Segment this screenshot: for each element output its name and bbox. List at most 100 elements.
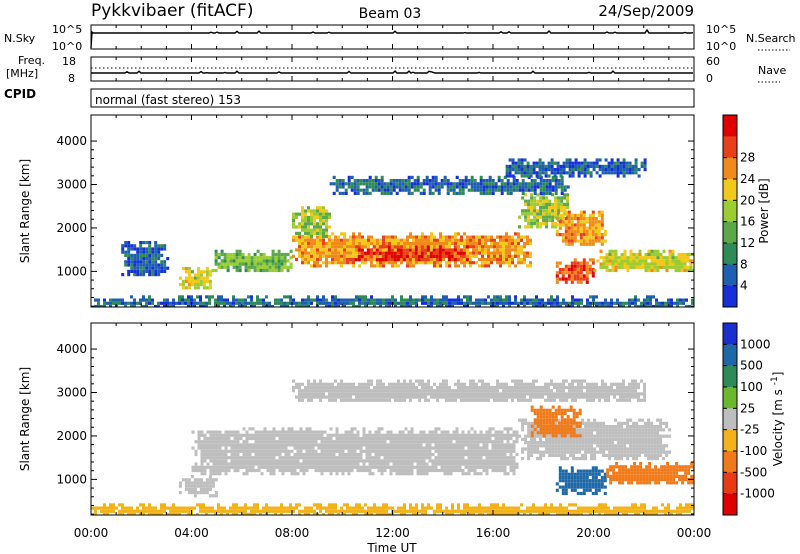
time-tick-0: 00:00 (74, 526, 109, 540)
velCbar-tick-0: 1000 (740, 337, 771, 351)
velocity-colorbar: 1000 500 100 25 -25 -100 -500 -1000 (722, 322, 775, 516)
velCbar-tick-5: -100 (740, 444, 767, 458)
beam-title: Beam 03 (359, 6, 422, 22)
powerAxis-tick-1: 2000 (56, 221, 87, 235)
velCbar-swatch-3 (723, 387, 737, 409)
vel-echo-region-3 (292, 379, 646, 402)
power-echo-region-12 (121, 241, 170, 277)
velCbar-swatch-5 (723, 429, 737, 452)
station-title: Pykkvibaer (fitACF) (91, 1, 253, 21)
nsky-trace (90, 28, 694, 49)
time-tick-6: 00:00 (677, 526, 712, 540)
power-echo-region-3 (354, 245, 469, 262)
powerCbar-swatch-3 (723, 179, 737, 201)
nsearch-tick-bottom: 10^0 (706, 40, 736, 53)
time-tick-1: 04:00 (174, 526, 209, 540)
date-title: 24/Sep/2009 (598, 2, 694, 20)
velCbar-swatch-4 (723, 408, 737, 430)
vel-echo-region-1 (178, 475, 218, 498)
velAxis-tick-1: 2000 (56, 429, 87, 443)
powerAxis-tick-3: 4000 (56, 134, 87, 148)
freq-unit-label: [MHz] (6, 67, 38, 80)
nave-tick-bottom: 0 (706, 72, 713, 85)
powerCbar-swatch-0 (723, 115, 737, 137)
powerCbar-swatch-5 (723, 221, 737, 244)
powerCbar-swatch-2 (723, 157, 737, 180)
nsky-tick-bottom: 10^0 (52, 40, 82, 53)
freq-label: Freq. (18, 54, 45, 67)
power-echo-region-4 (292, 206, 331, 239)
velAxis-tick-0: 1000 (56, 472, 87, 486)
power-echo-region-1 (211, 249, 293, 273)
power-echo-region-11 (94, 295, 694, 307)
velocity-axis: 1000 2000 3000 4000 (56, 342, 694, 515)
vel-echo-region-6 (606, 462, 694, 485)
nsky-label: N.Sky (4, 32, 36, 45)
velCbar-swatch-8 (723, 493, 737, 516)
powerCbar-tick-4: 20 (740, 193, 755, 207)
power-echo-region-5 (518, 193, 570, 229)
powerCbar-tick-6: 28 (740, 151, 755, 165)
powerAxis-tick-0: 1000 (56, 264, 87, 278)
velocity-heatmap (91, 379, 694, 515)
velAxis-tick-2: 3000 (56, 386, 87, 400)
velAxis-tick-3: 4000 (56, 342, 87, 356)
velCbar-tick-2: 100 (740, 380, 763, 394)
power-panel: 1000 2000 3000 4000 Slant Range [km] 4 8 12 16… (18, 114, 771, 308)
powerCbar-tick-0: 4 (740, 279, 748, 293)
time-axis-label: Time UT (366, 541, 417, 554)
time-tick-5: 20:00 (576, 526, 611, 540)
power-axis: 1000 2000 3000 4000 (56, 134, 694, 307)
velCbar-tick-7: -1000 (740, 487, 775, 501)
freq-tick-top: 18 (62, 55, 76, 68)
powerCbar-tick-2: 12 (740, 236, 755, 250)
velCbar-tick-1: 500 (740, 359, 763, 373)
velocity-colorbar-label: Velocity [m s -1] (770, 372, 785, 467)
freq-tick-bottom: 8 (68, 72, 75, 85)
powerCbar-tick-3: 16 (740, 215, 755, 229)
nsky-tick-top: 10^5 (52, 23, 82, 36)
power-ylabel: Slant Range [km] (18, 159, 32, 263)
velCbar-swatch-7 (723, 472, 737, 494)
velCbar-tick-6: -500 (740, 465, 767, 479)
velCbar-tick-3: 25 (740, 401, 755, 415)
vel-echo-region-4 (530, 405, 582, 438)
velocity-ylabel: Slant Range [km] (18, 367, 32, 471)
powerCbar-swatch-4 (723, 200, 737, 222)
velCbar-swatch-6 (723, 451, 737, 473)
power-echo-region-7 (555, 258, 595, 284)
cpid-box (90, 88, 695, 108)
powerCbar-swatch-7 (723, 264, 737, 286)
nave-tick-top: 60 (706, 55, 720, 68)
powerCbar-tick-5: 24 (740, 172, 755, 186)
freq-panel: Freq. [MHz] 18 8 60 0 Nave (6, 54, 786, 85)
time-axis: 00:00 04:00 08:00 12:00 16:00 20:00 00:00 (74, 25, 712, 540)
freq-trace (91, 70, 693, 74)
power-heatmap (94, 158, 694, 307)
vel-echo-region-7 (91, 503, 694, 515)
cpid-label: CPID (4, 87, 36, 101)
vel-echo-region-0 (191, 427, 519, 476)
nave-label: Nave (758, 64, 786, 77)
power-colorbar: 4 8 12 16 20 24 28 (722, 114, 755, 308)
time-tick-3: 12:00 (375, 526, 410, 540)
powerCbar-tick-1: 8 (740, 257, 748, 271)
powerCbar-swatch-1 (723, 136, 737, 158)
power-colorbar-label: Power [dB] (757, 178, 771, 243)
velCbar-tick-4: -25 (740, 423, 760, 437)
velCbar-swatch-1 (723, 344, 737, 366)
power-echo-region-9 (329, 175, 570, 195)
cpid-mode: normal (fast stereo) 153 (95, 93, 241, 107)
powerCbar-swatch-8 (723, 285, 737, 308)
velCbar-swatch-0 (723, 323, 737, 345)
nsky-panel: N.Sky 10^5 10^0 10^5 10^0 N.Search (4, 23, 796, 53)
power-echo-region-6 (555, 210, 607, 246)
powerAxis-tick-2: 3000 (56, 178, 87, 192)
power-echo-region-10 (505, 158, 647, 178)
power-echo-region-0 (178, 267, 212, 290)
powerCbar-swatch-6 (723, 243, 737, 265)
time-tick-4: 16:00 (476, 526, 511, 540)
nsearch-tick-top: 10^5 (706, 23, 736, 36)
nsearch-label: N.Search (746, 32, 796, 45)
